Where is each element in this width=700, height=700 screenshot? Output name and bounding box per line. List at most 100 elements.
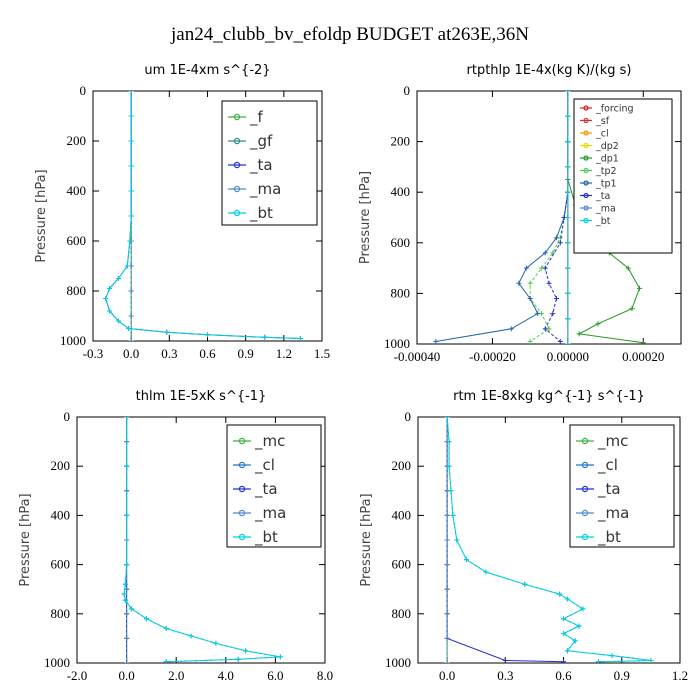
- data-point-bt: [561, 616, 567, 622]
- data-point-ma: [444, 537, 450, 543]
- data-point-bt: [450, 512, 456, 518]
- legend-label: _cl: [597, 456, 618, 475]
- legend-label: _mc: [254, 432, 285, 451]
- x-tick-label: 1.2: [672, 668, 688, 683]
- data-point-tp1: [516, 280, 522, 286]
- data-point-bt: [163, 659, 169, 663]
- y-tick-label: 0: [405, 409, 412, 424]
- legend-label: _forcing: [595, 104, 634, 115]
- y-tick-label: 800: [51, 606, 71, 621]
- y-axis-label: Pressure [hPa]: [358, 171, 373, 264]
- panel-title: um 1E-4xm s^{-2}: [144, 63, 270, 78]
- y-tick-label: 0: [80, 83, 87, 98]
- data-point-bt: [464, 557, 470, 563]
- y-axis-label: Pressure [hPa]: [18, 493, 33, 586]
- data-point-bt: [107, 308, 113, 314]
- plot-area: [433, 91, 646, 344]
- legend-label: _sf: [595, 116, 610, 127]
- data-point-bt: [444, 417, 450, 420]
- legend-marker: [583, 167, 589, 174]
- data-point-dp1: [637, 285, 643, 291]
- y-tick-label: 800: [391, 285, 411, 300]
- data-point-dp1: [625, 265, 631, 271]
- data-point-bt: [564, 596, 570, 602]
- plot-frame: [416, 90, 682, 345]
- x-tick-label: 4.0: [218, 668, 234, 683]
- data-point-bt: [262, 334, 268, 340]
- x-tick-label: 0.6: [555, 668, 572, 683]
- x-tick-label: -0.00040: [394, 349, 441, 364]
- data-point-bt: [576, 623, 582, 629]
- data-point-bt: [103, 296, 109, 301]
- legend-label: _gf: [249, 132, 273, 151]
- plot-area: [121, 417, 283, 663]
- x-tick-label: 2.0: [168, 668, 184, 683]
- data-point-bt: [126, 326, 132, 331]
- data-point-ma: [128, 288, 134, 294]
- data-point-ta: [550, 311, 556, 317]
- data-point-bt: [124, 263, 130, 269]
- data-point-bt: [213, 640, 219, 646]
- data-point-bt: [107, 286, 113, 291]
- data-point-bt: [595, 659, 601, 663]
- data-point-tp1: [535, 311, 541, 317]
- y-tick-label: 1000: [384, 336, 410, 351]
- data-point-ta: [557, 338, 563, 344]
- data-point-bt: [557, 591, 563, 597]
- legend-marker: [238, 533, 246, 541]
- data-point-bt: [454, 537, 460, 543]
- data-point-ta: [546, 280, 552, 286]
- data-point-bt: [522, 581, 528, 587]
- y-tick-label: 200: [392, 458, 412, 473]
- y-tick-label: 400: [392, 507, 412, 522]
- y-tick-label: 600: [51, 557, 71, 572]
- data-point-bt: [277, 654, 283, 660]
- series-line-tp1: [435, 91, 569, 342]
- legend-label: _cl: [254, 456, 275, 475]
- data-point-bt: [188, 633, 194, 639]
- data-point-bt: [143, 616, 149, 622]
- plot-area: [444, 417, 654, 663]
- y-tick-label: 200: [51, 458, 71, 473]
- legend-marker: [583, 217, 589, 224]
- y-axis-label: Pressure [hPa]: [34, 169, 49, 262]
- series-line-tp2: [529, 91, 569, 342]
- data-point-bt: [128, 213, 134, 219]
- legend-label: _cl: [595, 129, 609, 140]
- data-point-bt: [164, 329, 170, 335]
- x-tick-label: 8.0: [317, 668, 333, 683]
- legend-marker: [238, 461, 246, 469]
- data-point-bt: [128, 163, 134, 169]
- data-point-ma: [444, 611, 450, 617]
- data-point-bt: [564, 648, 570, 654]
- legend-marker: [581, 485, 589, 493]
- y-tick-label: 1000: [44, 655, 70, 670]
- y-tick-label: 1000: [60, 333, 86, 348]
- data-point-bt: [565, 164, 571, 170]
- panel-rtm: rtm 1E-8xkg kg^{-1} s^{-1} Pressure [hPa]…: [359, 389, 688, 683]
- data-point-bt: [448, 488, 454, 494]
- legend-marker: [583, 205, 589, 211]
- data-point-bt: [572, 638, 578, 644]
- data-point-bt: [205, 332, 210, 338]
- legend-marker: [583, 117, 589, 124]
- legend-label: _bt: [597, 528, 621, 547]
- legend-marker: [233, 113, 241, 121]
- legend-label: _ma: [254, 504, 286, 523]
- data-point-bt: [446, 463, 452, 469]
- data-point-dp1: [576, 331, 582, 337]
- data-point-tp1: [542, 250, 548, 256]
- data-point-bt: [124, 463, 130, 469]
- data-point-bt: [580, 606, 586, 612]
- legend-label: _dp1: [595, 154, 619, 165]
- data-point-bt: [565, 91, 571, 94]
- data-point-bt: [235, 656, 241, 662]
- data-point-dp1: [595, 321, 601, 327]
- panel-rtpthlp: rtpthlp 1E-4x(kg K)/(kg s) Pressure [hPa]…: [358, 63, 682, 364]
- x-tick-label: 0.9: [614, 668, 630, 683]
- y-tick-label: 600: [67, 233, 87, 248]
- x-tick-label: -0.00020: [469, 349, 516, 364]
- x-tick-label: 0.0: [439, 668, 455, 683]
- legend-label: _tp1: [595, 179, 617, 190]
